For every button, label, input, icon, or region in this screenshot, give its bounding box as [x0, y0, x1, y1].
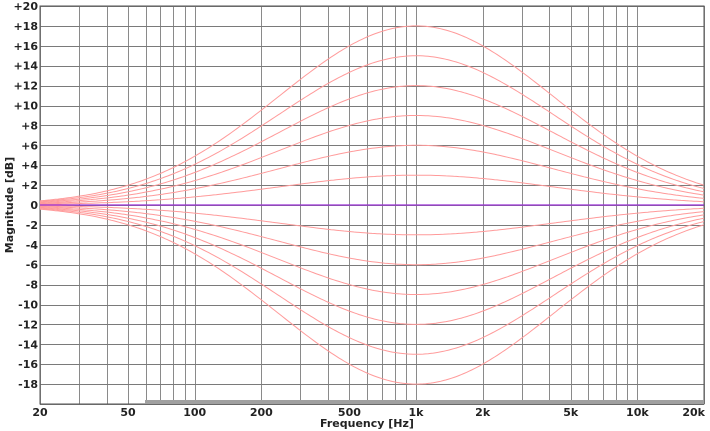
- y-tick-label: -10: [18, 299, 38, 312]
- y-tick-label: +12: [13, 80, 38, 93]
- y-tick-label: +20: [13, 0, 38, 13]
- y-axis-label: Magnitude [dB]: [3, 157, 16, 253]
- eq-curve: [39, 208, 705, 385]
- x-tick-label: 2k: [475, 406, 491, 419]
- scroll-bar-track: [145, 400, 704, 404]
- x-tick-label: 5k: [563, 406, 579, 419]
- y-tick-label: -14: [18, 338, 38, 351]
- eq-curve: [40, 174, 705, 205]
- eq-curve: [39, 85, 705, 203]
- y-tick-label: +6: [21, 139, 38, 152]
- x-axis-label: Frequency [Hz]: [320, 417, 414, 430]
- y-tick-label: +2: [21, 179, 38, 192]
- eq-curve: [39, 144, 705, 205]
- y-tick-label: +16: [13, 40, 38, 53]
- y-tick-label: -12: [18, 318, 38, 331]
- eq-curve: [39, 208, 705, 355]
- x-tick-label: 50: [120, 406, 136, 419]
- y-tick-label: +18: [13, 20, 38, 33]
- y-tick-label: 0: [30, 199, 38, 212]
- y-tick-label: -2: [26, 219, 38, 232]
- y-tick-label: +8: [21, 119, 38, 132]
- y-tick-label: +14: [13, 60, 38, 73]
- y-tick-label: -18: [18, 378, 38, 391]
- x-tick-label: 20: [32, 406, 48, 419]
- y-tick-label: +4: [21, 159, 38, 172]
- eq-curve: [39, 115, 705, 204]
- x-tick-label: 1k: [409, 406, 425, 419]
- eq-curve: [40, 205, 705, 236]
- y-tick-label: +10: [13, 100, 38, 113]
- eq-curve: [39, 55, 705, 202]
- y-tick-label: -4: [26, 239, 39, 252]
- x-tick-label: 10k: [626, 406, 649, 419]
- x-tick-labels: 20 50 100 200 500 1k 2k 5k 10k 20k: [32, 406, 705, 419]
- eq-curve: [39, 25, 705, 202]
- x-tick-label: 200: [250, 406, 273, 419]
- y-tick-labels: +20+18+16+14+12+10+8+6+4+20-2-4-6-8-10-1…: [13, 0, 38, 391]
- y-tick-label: -16: [18, 358, 38, 371]
- response-curves: [39, 25, 705, 385]
- eq-curve: [39, 207, 705, 325]
- x-tick-label: 500: [338, 406, 361, 419]
- y-tick-label: -8: [26, 279, 38, 292]
- eq-curve: [39, 205, 705, 266]
- y-tick-label: -6: [26, 259, 39, 272]
- x-tick-label: 100: [183, 406, 206, 419]
- x-tick-label: 20k: [682, 406, 705, 419]
- eq-curve: [39, 206, 705, 295]
